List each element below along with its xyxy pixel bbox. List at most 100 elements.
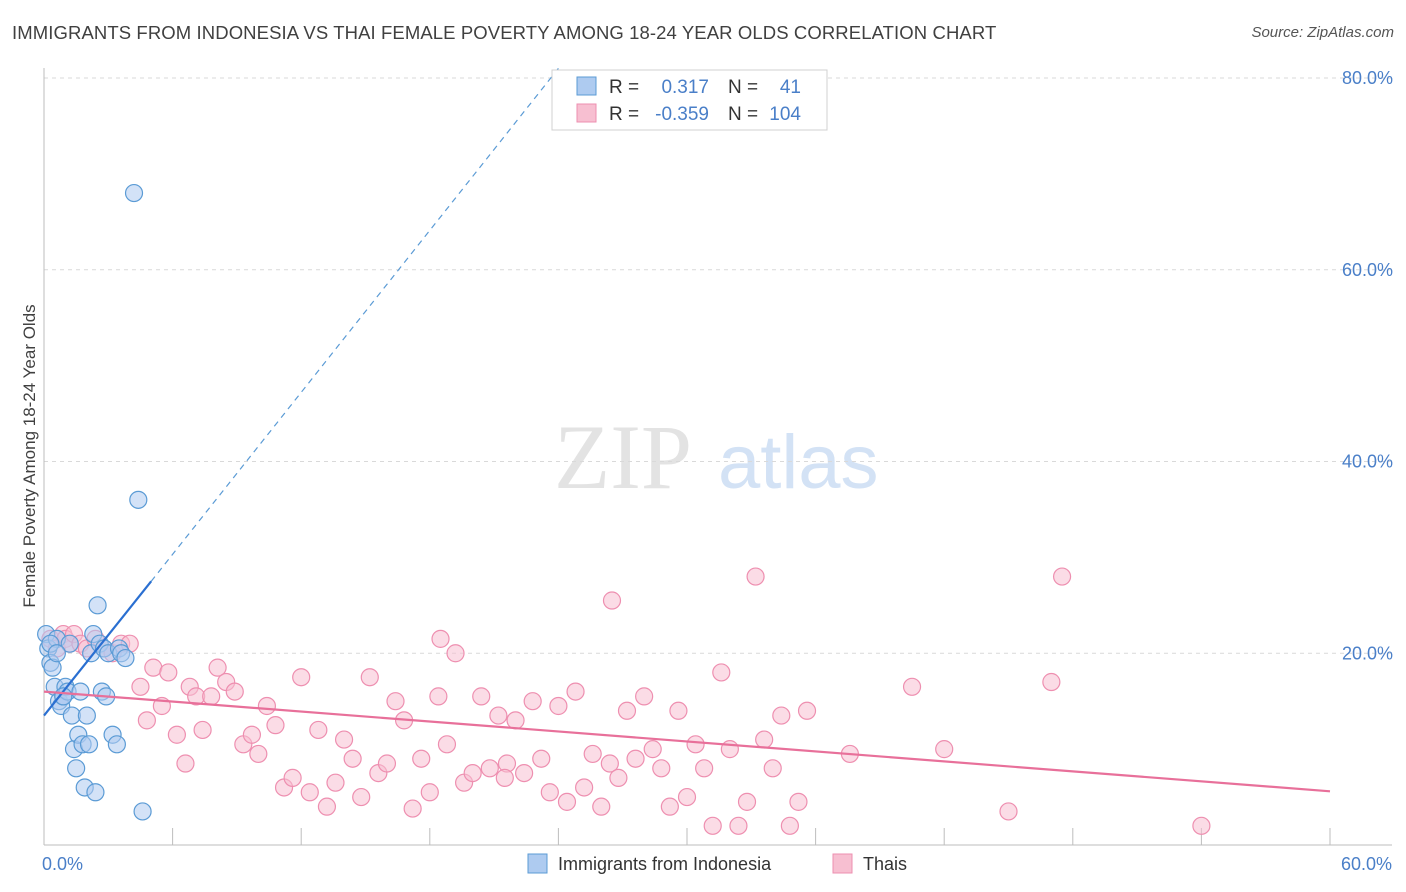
- thais-point: [660, 797, 679, 816]
- grid-lines: [44, 77, 1392, 654]
- thais-point: [429, 687, 448, 706]
- legend-item-thais-swatch: [832, 853, 853, 874]
- indonesia-point: [124, 183, 144, 203]
- thais-point: [515, 763, 534, 783]
- x-tick-label: 0.0%: [42, 854, 83, 874]
- thais-point: [403, 799, 422, 818]
- thais-point: [242, 725, 262, 744]
- thais-point: [686, 735, 705, 754]
- indonesia-point: [60, 634, 79, 653]
- chart-title: IMMIGRANTS FROM INDONESIA VS THAI FEMALE…: [12, 22, 997, 43]
- indonesia-point: [88, 596, 107, 615]
- y-tick-label: 60.0%: [1342, 260, 1393, 280]
- indonesia-point: [86, 783, 105, 802]
- thais-point: [159, 663, 178, 682]
- thais-point: [677, 787, 697, 807]
- indonesia-point: [116, 648, 135, 668]
- y-tick-label: 80.0%: [1342, 68, 1393, 88]
- stats-legend: R = 0.317 N = 41 R = -0.359 N = 104: [551, 69, 828, 131]
- legend-n-value-1: 41: [780, 77, 801, 98]
- thais-point: [193, 720, 212, 740]
- indonesia-point: [129, 490, 148, 509]
- thais-point: [463, 763, 482, 783]
- thais-point: [566, 682, 585, 701]
- x-tick-label: 60.0%: [1341, 854, 1392, 874]
- thais-point: [935, 740, 954, 759]
- legend-r-label-1: R =: [609, 77, 639, 98]
- thais-point: [131, 677, 150, 696]
- thais-point: [283, 768, 302, 787]
- thais-point: [755, 730, 774, 749]
- y-tick-label: 20.0%: [1342, 643, 1393, 663]
- thais-point: [176, 754, 195, 773]
- thais-point: [609, 768, 628, 787]
- thais-point: [472, 687, 491, 706]
- thais-point: [317, 797, 337, 816]
- thais-point: [617, 701, 637, 720]
- watermark-zip: ZIP: [554, 406, 692, 508]
- thais-point: [729, 816, 748, 835]
- thais-point: [583, 744, 602, 764]
- indonesia-point: [47, 644, 66, 663]
- thais-point: [643, 740, 662, 759]
- thais-point: [780, 816, 799, 835]
- thais-point: [737, 792, 757, 811]
- thais-point: [600, 754, 619, 773]
- trend-lines: [43, 68, 1331, 793]
- thais-point: [575, 778, 594, 797]
- thais-point: [495, 768, 514, 787]
- indonesia-point: [79, 735, 99, 754]
- thais-point: [377, 754, 397, 773]
- thais-point: [249, 744, 268, 764]
- thais-point: [292, 668, 311, 687]
- legend-n-value-2: 104: [769, 104, 801, 125]
- thais-point: [446, 644, 465, 663]
- indonesia-points: [37, 183, 152, 821]
- y-axis-label: Female Poverty Among 18-24 Year Olds: [20, 304, 39, 607]
- legend-r-value-2: -0.359: [655, 104, 709, 125]
- legend-n-label-1: N =: [728, 77, 758, 98]
- legend-r-value-1: 0.317: [661, 77, 709, 98]
- legend-r-label-2: R =: [609, 104, 639, 125]
- y-tick-labels: 20.0% 40.0% 60.0% 80.0%: [1342, 68, 1393, 663]
- thais-point: [712, 663, 731, 682]
- thais-point: [266, 716, 285, 735]
- thais-point: [480, 759, 499, 778]
- indonesia-point: [71, 682, 90, 701]
- thais-point: [420, 783, 439, 802]
- thais-point: [1192, 816, 1211, 835]
- thais-point: [746, 567, 765, 586]
- y-tick-label: 40.0%: [1342, 452, 1393, 472]
- thais-point: [592, 797, 611, 816]
- thais-point: [437, 735, 457, 754]
- thais-point: [334, 730, 354, 749]
- thais-point: [326, 773, 345, 792]
- thais-point: [999, 802, 1018, 821]
- thais-point: [540, 783, 559, 802]
- thais-point: [489, 706, 508, 725]
- thais-point: [137, 711, 156, 730]
- legend-item-thais: Thais: [863, 854, 907, 874]
- watermark-atlas: atlas: [718, 420, 879, 505]
- thais-point: [635, 687, 654, 706]
- thais-point: [167, 725, 186, 744]
- thais-point: [703, 816, 722, 835]
- thais-point: [386, 692, 405, 711]
- watermark: ZIP atlas: [554, 406, 879, 508]
- legend-item-indonesia: Immigrants from Indonesia: [558, 854, 772, 874]
- thais-point: [202, 687, 221, 706]
- thais-point: [797, 701, 817, 720]
- legend-n-label-2: N =: [728, 104, 758, 125]
- indonesia-point: [133, 802, 152, 821]
- thais-point: [720, 740, 739, 759]
- legend-item-indonesia-swatch: [527, 853, 548, 874]
- thais-point: [208, 658, 227, 677]
- indonesia-point: [67, 759, 86, 778]
- indonesia-point: [107, 735, 126, 754]
- thais-point: [763, 759, 782, 778]
- thais-point: [789, 792, 808, 811]
- thais-point: [652, 759, 671, 778]
- thais-point: [506, 711, 525, 730]
- thais-point: [360, 668, 379, 687]
